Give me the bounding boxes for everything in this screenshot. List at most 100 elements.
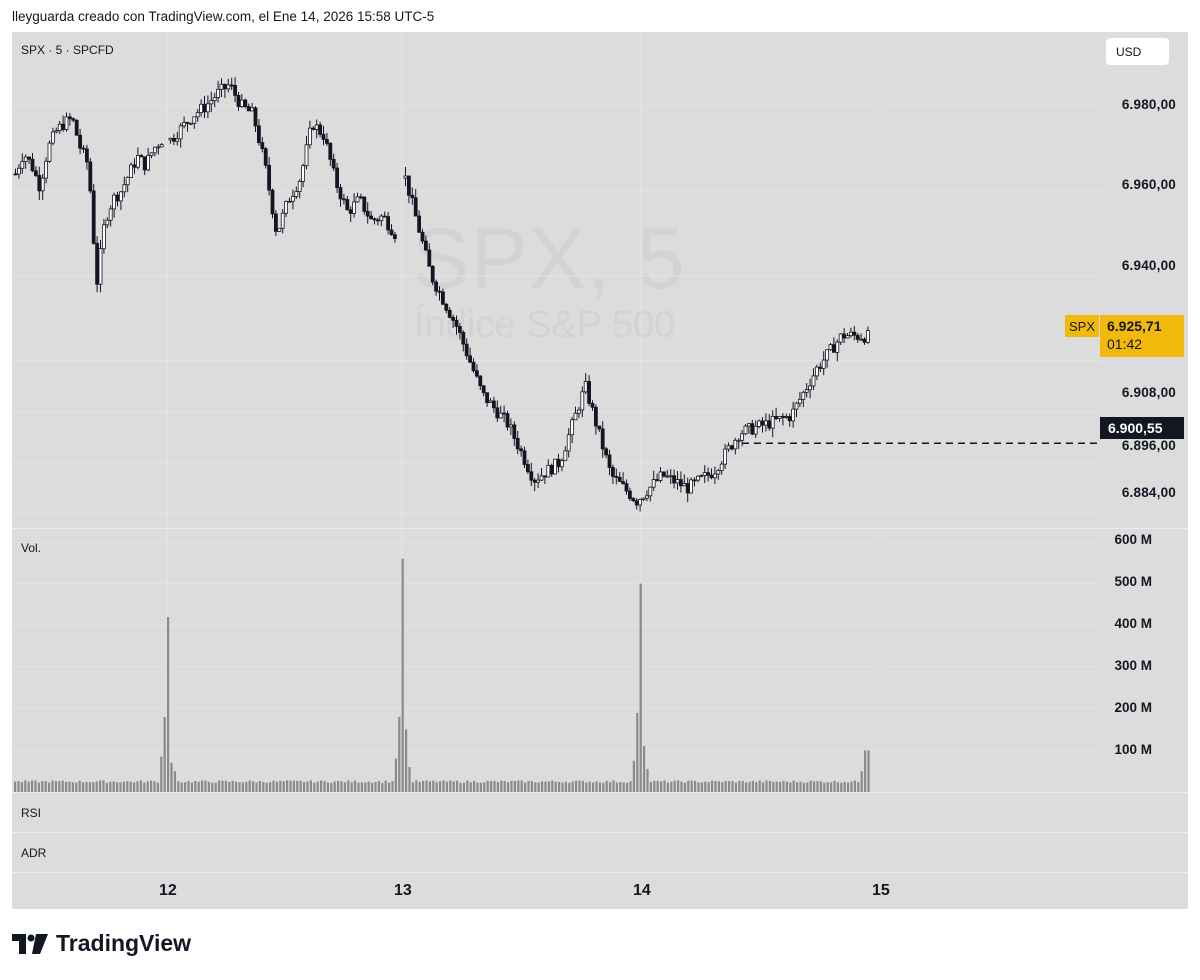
volume-bar [840,782,843,792]
price-tick-label: 6.884,00 [1121,485,1176,500]
volume-pane-label[interactable]: Vol. [21,541,42,555]
volume-bar [792,780,795,792]
candle [17,164,21,179]
candle [556,453,561,473]
candle [468,347,473,364]
tradingview-logo[interactable]: TradingView [12,930,191,957]
volume-bar [139,780,142,792]
volume-bar [479,782,482,792]
candle [335,162,340,193]
candle [594,404,598,435]
volume-bar [350,782,353,792]
volume-bar [153,781,156,792]
pane-separator[interactable] [12,792,1188,793]
candle [287,197,292,203]
candle [573,406,578,421]
volume-bar [92,782,95,792]
candle [628,487,632,501]
candle [23,154,28,169]
price-volume-chart[interactable] [12,32,1188,909]
volume-bar [449,780,452,792]
pane-separator[interactable] [12,528,1188,529]
candle [583,373,588,394]
candle [726,442,731,452]
volume-bar [136,781,139,792]
rsi-pane-label[interactable]: RSI [21,806,42,820]
volume-bar [714,781,717,792]
volume-bar [724,780,727,792]
candle [774,407,778,421]
chart-caption: lleyguarda creado con TradingView.com, e… [12,9,435,24]
volume-bar [252,781,255,792]
volume-bar [116,782,119,792]
candle [570,416,574,444]
candle [30,152,35,173]
candle [818,362,823,373]
symbol-header[interactable]: SPX · 5 · SPCFD [21,43,114,57]
candle [307,120,312,149]
candle [156,144,161,155]
volume-bar [687,780,690,792]
volume-bar [857,782,860,792]
volume-bar [99,780,102,792]
volume-bar [143,782,146,792]
volume-bar [194,780,197,792]
volume-bar [809,780,812,792]
candle [621,472,625,485]
volume-bar [690,780,693,792]
volume-bar [666,782,669,792]
volume-bar [575,780,578,792]
candle [171,133,176,146]
volume-bar [129,781,132,792]
candle [689,477,693,494]
volume-bar [82,782,85,792]
candle [91,183,96,245]
candle [64,112,69,132]
candle [614,468,619,485]
volume-bar [731,781,734,792]
candle [692,477,697,487]
candle [481,385,486,397]
candle [68,113,72,126]
candle [539,468,544,481]
candle [488,397,493,404]
volume-bar [418,781,421,792]
candle [668,469,673,485]
candle [859,333,863,341]
volume-bar [102,780,105,792]
candle [185,121,190,132]
candle [791,401,795,428]
candle [461,330,466,352]
volume-bar [853,780,856,792]
candle [651,470,656,491]
candle [454,315,459,335]
volume-bar [619,782,622,792]
volume-bar [466,780,469,792]
candle [798,391,802,408]
volume-bar [170,762,173,792]
adr-pane-label[interactable]: ADR [21,846,47,860]
candle [382,211,387,218]
volume-bar [670,781,673,792]
volume-bar [819,781,822,792]
volume-bar [653,780,656,792]
candle [757,419,761,429]
volume-tick-label: 100 M [1114,742,1152,757]
volume-bar [48,782,51,792]
candle [849,327,853,338]
price-tick-label: 6.940,00 [1121,258,1176,273]
watermark-title: SPX, 5 [412,211,686,307]
volume-bar [330,782,333,792]
pane-separator[interactable] [12,832,1188,833]
volume-bar [483,782,486,792]
candle [338,183,343,207]
volume-bar [486,780,489,792]
currency-button[interactable]: USD [1106,38,1169,65]
volume-bar [680,781,683,792]
candle [430,265,435,286]
candle [115,191,120,207]
candle [611,464,615,484]
volume-bar [452,781,455,792]
volume-bar [524,782,527,792]
candle [767,413,772,431]
